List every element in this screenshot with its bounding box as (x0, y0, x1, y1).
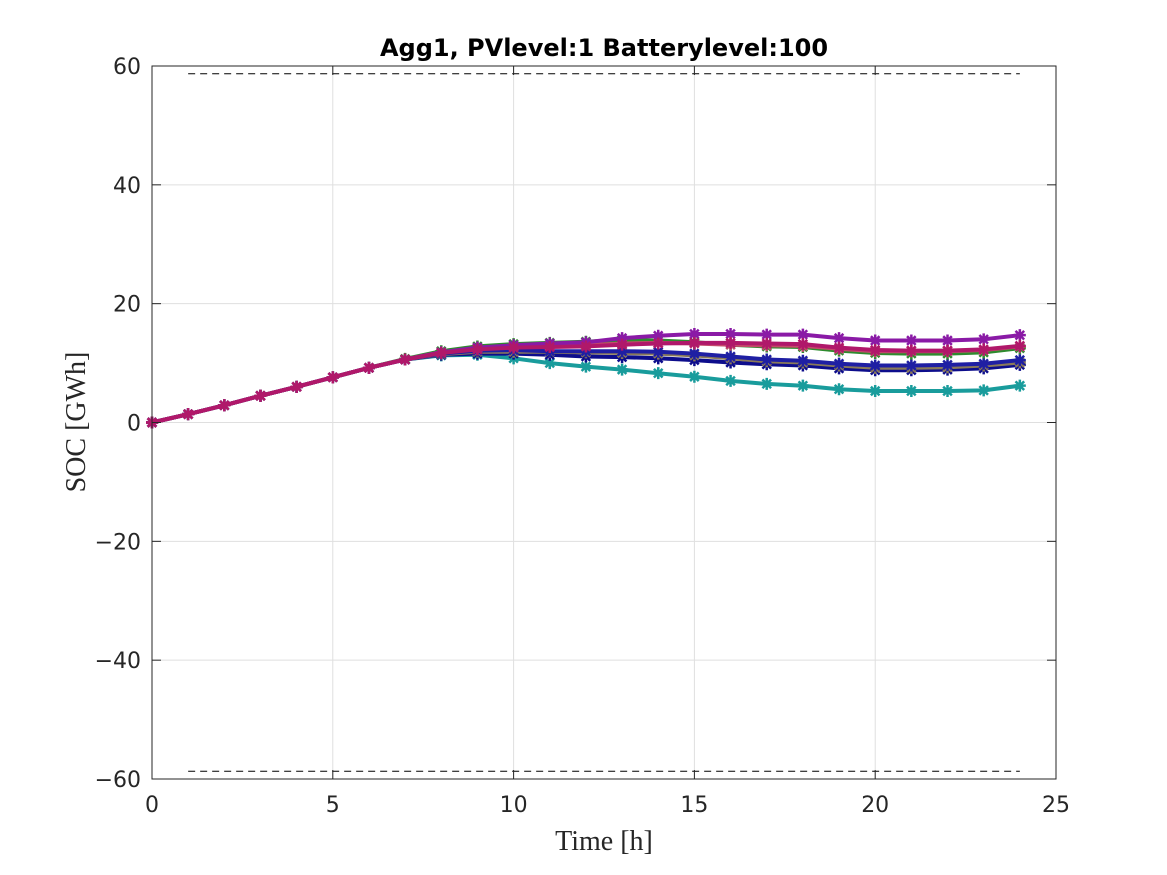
data-point-marker (254, 389, 267, 402)
data-point-marker (941, 385, 954, 398)
tick-marks (151, 65, 1057, 780)
y-tick-label: 0 (127, 412, 141, 437)
data-point-marker (724, 327, 737, 340)
data-point-marker (941, 344, 954, 357)
data-point-marker (796, 338, 809, 351)
y-tick-label: −40 (95, 649, 141, 674)
data-point-marker (1013, 339, 1026, 352)
data-point-marker (688, 336, 701, 349)
data-point-marker (724, 374, 737, 387)
data-point-marker (399, 353, 412, 366)
data-point-marker (833, 341, 846, 354)
data-point-marker (435, 346, 448, 359)
data-point-marker (796, 354, 809, 367)
x-tick-label: 25 (1042, 793, 1070, 818)
data-point-marker (579, 360, 592, 373)
data-point-marker (471, 343, 484, 356)
data-point-marker (182, 408, 195, 421)
data-point-marker (977, 357, 990, 370)
data-point-marker (543, 341, 556, 354)
data-point-marker (652, 337, 665, 350)
data-point-marker (652, 345, 665, 358)
data-point-marker (579, 340, 592, 353)
data-point-marker (326, 371, 339, 384)
data-point-marker (941, 334, 954, 347)
data-point-marker (977, 333, 990, 346)
chart-title: Agg1, PVlevel:1 Batterylevel:100 (380, 34, 828, 62)
data-point-marker (905, 359, 918, 372)
data-point-marker (941, 358, 954, 371)
x-tick-label: 20 (861, 793, 889, 818)
y-tick-label: 40 (113, 174, 141, 199)
series-group (146, 327, 1026, 429)
data-point-marker (760, 328, 773, 341)
data-point-marker (507, 341, 520, 354)
x-tick-label: 5 (326, 793, 340, 818)
data-point-marker (760, 377, 773, 390)
data-point-marker (1013, 354, 1026, 367)
data-point-marker (652, 329, 665, 342)
data-point-marker (1013, 329, 1026, 342)
data-point-marker (1013, 379, 1026, 392)
data-point-marker (905, 344, 918, 357)
x-tick-label: 0 (145, 793, 159, 818)
y-tick-label: −20 (95, 530, 141, 555)
x-tick-label: 10 (500, 793, 528, 818)
data-point-marker (652, 367, 665, 380)
data-point-marker (616, 338, 629, 351)
data-point-marker (760, 337, 773, 350)
data-point-marker (616, 363, 629, 376)
data-point-marker (290, 380, 303, 393)
series-8 (146, 336, 1026, 429)
data-point-marker (796, 328, 809, 341)
data-point-marker (543, 357, 556, 370)
data-point-marker (724, 350, 737, 363)
data-point-marker (724, 336, 737, 349)
data-point-marker (833, 357, 846, 370)
data-point-marker (869, 334, 882, 347)
x-tick-labels: 0 5 10 15 20 25 (145, 793, 1070, 818)
data-point-marker (977, 384, 990, 397)
data-point-marker (218, 399, 231, 412)
data-point-marker (977, 343, 990, 356)
data-point-marker (688, 347, 701, 360)
y-tick-label: −60 (95, 768, 141, 793)
y-axis-label: SOC [GWh] (61, 352, 92, 493)
y-tick-label: 20 (113, 293, 141, 318)
data-point-marker (833, 332, 846, 345)
data-point-marker (362, 361, 375, 374)
data-point-marker (760, 353, 773, 366)
data-point-marker (616, 345, 629, 358)
y-tick-label: 60 (113, 55, 141, 80)
y-tick-labels: −60 −40 −20 0 20 40 60 (95, 55, 141, 793)
data-point-marker (869, 385, 882, 398)
data-point-marker (796, 379, 809, 392)
data-point-marker (688, 327, 701, 340)
limit-lines (188, 73, 1020, 772)
data-point-marker (905, 334, 918, 347)
data-point-marker (616, 332, 629, 345)
data-point-marker (688, 370, 701, 383)
x-tick-label: 15 (680, 793, 708, 818)
data-point-marker (869, 359, 882, 372)
data-point-marker (869, 344, 882, 357)
x-axis-label: Time [h] (555, 826, 653, 857)
data-point-marker (905, 385, 918, 398)
data-point-marker (833, 383, 846, 396)
